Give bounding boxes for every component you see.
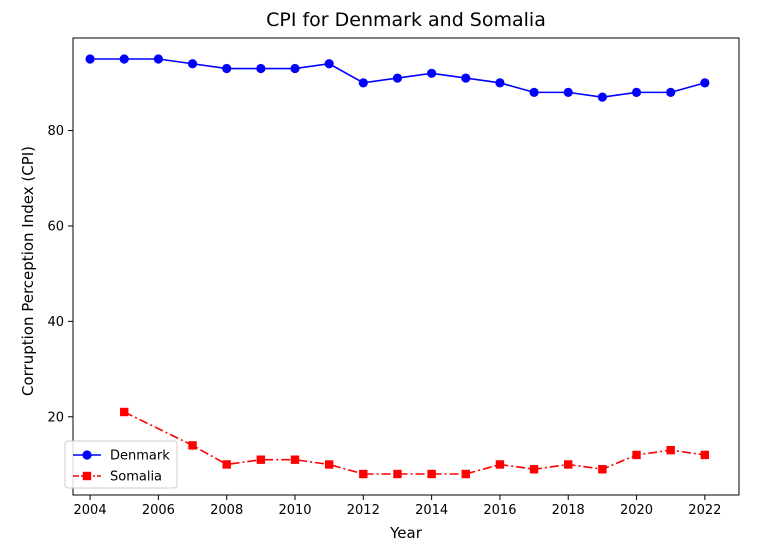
data-point-somalia xyxy=(188,441,197,450)
x-tick-label: 2006 xyxy=(142,503,175,518)
data-point-somalia xyxy=(359,469,368,479)
data-point-somalia xyxy=(598,465,607,474)
data-point-denmark xyxy=(631,87,642,97)
x-axis-label: Year xyxy=(389,524,423,542)
x-tick-label: 2016 xyxy=(483,503,516,518)
data-point-somalia xyxy=(632,450,641,460)
data-point-somalia xyxy=(700,450,710,460)
data-point-somalia xyxy=(427,469,436,479)
data-point-denmark xyxy=(666,87,676,97)
data-point-denmark xyxy=(461,73,471,83)
data-point-denmark xyxy=(700,78,710,88)
data-point-denmark xyxy=(222,63,232,74)
data-point-denmark xyxy=(392,73,403,83)
x-tick-label: 2012 xyxy=(347,503,380,518)
data-point-somalia xyxy=(120,407,129,417)
data-point-somalia xyxy=(564,460,573,469)
legend-label-denmark: Denmark xyxy=(110,449,170,464)
legend-label-somalia: Somalia xyxy=(110,470,162,485)
x-tick-label: 2004 xyxy=(74,503,107,518)
data-point-denmark xyxy=(290,63,300,74)
legend: Denmark Somalia xyxy=(64,440,178,489)
data-point-denmark xyxy=(324,59,334,69)
x-tick-label: 2020 xyxy=(620,503,653,518)
data-point-denmark xyxy=(187,59,198,69)
y-tick-label: 40 xyxy=(47,315,64,330)
data-point-denmark xyxy=(427,68,437,78)
data-point-somalia xyxy=(461,469,470,479)
data-point-denmark xyxy=(529,87,539,97)
x-tick-label: 2008 xyxy=(210,503,243,518)
plot-area xyxy=(85,54,710,479)
legend-marker-somalia xyxy=(82,471,92,481)
y-tick-label: 60 xyxy=(47,219,64,234)
axes: 2004 2006 2008 2010 2012 2014 2016 2018 2020 2022… xyxy=(47,37,740,518)
chart-title: CPI for Denmark and Somalia xyxy=(266,9,546,31)
data-point-denmark xyxy=(495,78,505,88)
x-tick-label: 2014 xyxy=(415,503,448,518)
y-tick-label: 20 xyxy=(47,410,64,425)
data-point-denmark xyxy=(119,54,129,64)
data-point-denmark xyxy=(597,92,607,102)
x-tick-label: 2018 xyxy=(552,503,585,518)
data-point-denmark xyxy=(256,63,266,74)
legend-marker-denmark xyxy=(82,450,92,460)
data-point-somalia xyxy=(324,460,334,469)
y-axis-label: Corruption Perception Index (CPI) xyxy=(19,146,37,396)
data-point-denmark xyxy=(85,54,95,64)
data-point-somalia xyxy=(290,455,300,464)
plot-frame xyxy=(72,37,740,496)
data-point-denmark xyxy=(153,54,163,64)
y-tick-label: 80 xyxy=(47,124,64,139)
series-line-somalia xyxy=(123,411,705,475)
data-point-denmark xyxy=(358,78,368,88)
data-point-somalia xyxy=(495,460,505,469)
data-point-denmark xyxy=(563,87,573,97)
data-point-somalia xyxy=(393,469,402,479)
data-point-somalia xyxy=(222,460,231,469)
data-point-somalia xyxy=(666,445,675,455)
data-point-somalia xyxy=(256,455,266,464)
data-point-somalia xyxy=(529,465,539,474)
x-tick-label: 2022 xyxy=(688,503,721,518)
x-tick-label: 2010 xyxy=(278,503,311,518)
